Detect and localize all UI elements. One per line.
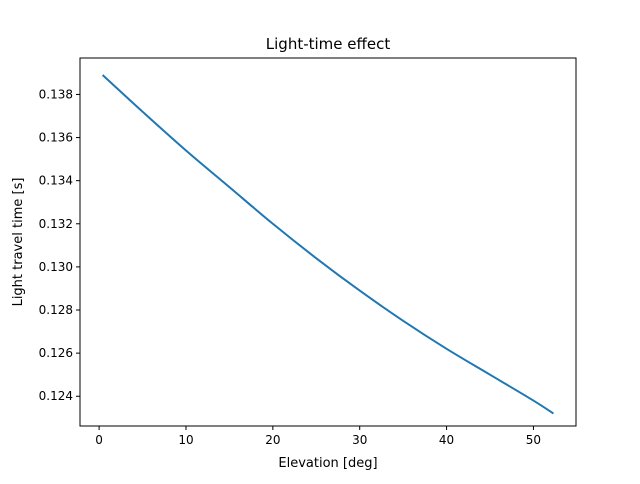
y-tick-label: 0.126 <box>39 346 73 360</box>
x-tick-label: 10 <box>178 433 193 447</box>
y-tick-label: 0.128 <box>39 303 73 317</box>
y-tick-label: 0.124 <box>39 389 73 403</box>
x-tick-label: 0 <box>95 433 103 447</box>
chart-title: Light-time effect <box>266 35 391 53</box>
y-tick-label: 0.134 <box>39 174 73 188</box>
y-tick-label: 0.136 <box>39 131 73 145</box>
plot-area <box>101 74 554 415</box>
y-tick-label: 0.132 <box>39 217 73 231</box>
y-tick-label: 0.130 <box>39 260 73 274</box>
x-axis-label: Elevation [deg] <box>278 456 377 471</box>
x-tick-label: 40 <box>439 433 454 447</box>
x-tick-label: 50 <box>526 433 541 447</box>
series-line-0 <box>101 74 554 415</box>
x-tick-label: 20 <box>265 433 280 447</box>
x-axis: 0 10 20 30 40 50 <box>95 426 541 447</box>
y-axis: 0.124 0.126 0.128 0.130 0.132 0.134 0.136 0.138 <box>39 87 80 403</box>
y-axis-label: Light travel time [s] <box>11 178 26 307</box>
x-tick-label: 30 <box>352 433 367 447</box>
y-tick-label: 0.138 <box>39 87 73 101</box>
axes-frame <box>79 57 577 427</box>
